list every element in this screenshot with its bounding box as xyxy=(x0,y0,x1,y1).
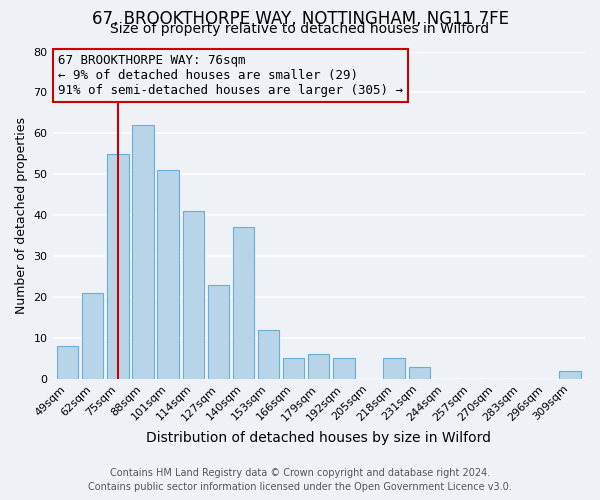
Text: 67, BROOKTHORPE WAY, NOTTINGHAM, NG11 7FE: 67, BROOKTHORPE WAY, NOTTINGHAM, NG11 7F… xyxy=(91,10,509,28)
Y-axis label: Number of detached properties: Number of detached properties xyxy=(15,116,28,314)
Bar xyxy=(283,358,304,379)
Bar xyxy=(409,366,430,379)
Bar xyxy=(383,358,405,379)
Bar xyxy=(182,211,204,379)
Bar xyxy=(233,228,254,379)
Text: Contains HM Land Registry data © Crown copyright and database right 2024.
Contai: Contains HM Land Registry data © Crown c… xyxy=(88,468,512,492)
X-axis label: Distribution of detached houses by size in Wilford: Distribution of detached houses by size … xyxy=(146,431,491,445)
Bar xyxy=(333,358,355,379)
Bar xyxy=(208,284,229,379)
Bar xyxy=(258,330,279,379)
Bar xyxy=(559,370,581,379)
Bar xyxy=(132,125,154,379)
Text: Size of property relative to detached houses in Wilford: Size of property relative to detached ho… xyxy=(110,22,490,36)
Bar xyxy=(107,154,128,379)
Bar xyxy=(57,346,78,379)
Bar xyxy=(157,170,179,379)
Bar xyxy=(82,293,103,379)
Text: 67 BROOKTHORPE WAY: 76sqm
← 9% of detached houses are smaller (29)
91% of semi-d: 67 BROOKTHORPE WAY: 76sqm ← 9% of detach… xyxy=(58,54,403,96)
Bar xyxy=(308,354,329,379)
